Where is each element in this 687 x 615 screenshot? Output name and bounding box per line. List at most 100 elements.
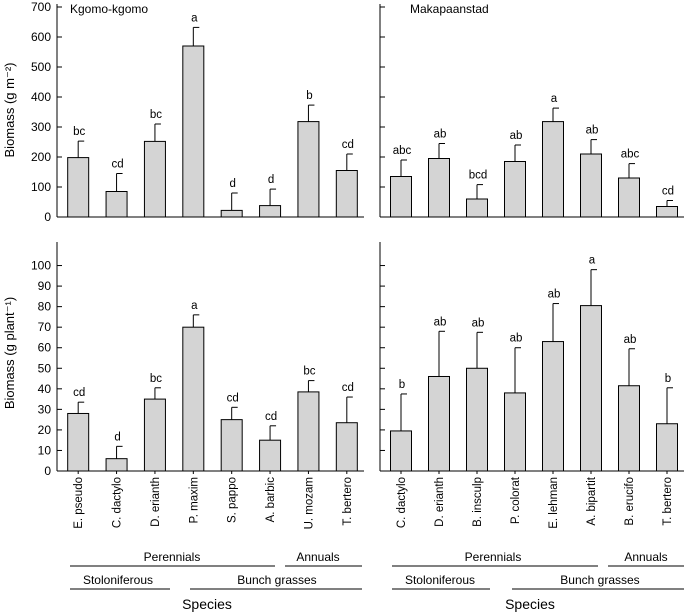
panel-2: 0 10 20 30 40 50 60 70 80 90 100 cd E. pseudo d C. dac… <box>31 242 364 529</box>
category-label: D. erianth <box>150 477 162 527</box>
bar <box>580 153 602 218</box>
bar <box>618 177 640 218</box>
significance-label: bc <box>150 109 162 121</box>
y-tick-label: 400 <box>31 90 51 104</box>
group-label-perennials-right: Perennials <box>465 550 522 564</box>
significance-label: ab <box>434 129 447 141</box>
category-label: U. mozam <box>303 477 315 529</box>
significance-label: ab <box>434 316 447 328</box>
group-label-stoloniferous-right: Stoloniferous <box>405 573 475 587</box>
bar <box>297 121 320 218</box>
bar <box>220 209 243 218</box>
y-tick-label: 300 <box>31 120 51 134</box>
bar <box>466 367 488 472</box>
significance-label: cd <box>342 139 354 151</box>
significance-label: ab <box>510 130 523 142</box>
category-label: B. insculp <box>472 477 484 527</box>
y-tick-label: 200 <box>31 150 51 164</box>
panel-1: abc ab bcd ab a ab abc cd <box>379 4 684 218</box>
bar <box>504 392 526 472</box>
bar <box>656 423 678 472</box>
y-tick-label: 10 <box>38 443 52 457</box>
category-label: P. maxim <box>188 477 200 523</box>
significance-label: ab <box>472 317 485 329</box>
bar <box>542 121 564 218</box>
category-label: A. barbic <box>265 477 277 523</box>
group-label-bunch-right: Bunch grasses <box>560 573 639 587</box>
category-label: T. bertero <box>662 477 674 526</box>
y-tick-label: 700 <box>31 0 51 14</box>
bar <box>390 430 412 472</box>
category-label: E. pseudo <box>73 477 85 529</box>
significance-label: bcd <box>469 170 488 182</box>
bar <box>466 198 488 218</box>
y-tick-label: 20 <box>38 423 52 437</box>
bar <box>618 385 640 472</box>
bar <box>542 341 564 472</box>
category-label: T. bertero <box>342 477 354 526</box>
y-tick-label: 50 <box>38 361 52 375</box>
significance-label: b <box>399 379 405 391</box>
significance-label: b <box>665 373 671 385</box>
y-tick-label: 40 <box>38 382 52 396</box>
group-label-bunch-left: Bunch grasses <box>237 573 316 587</box>
y-tick-label: 70 <box>38 320 52 334</box>
significance-label: a <box>191 12 198 24</box>
panel-title-kgomo: Kgomo-kgomo <box>70 2 148 16</box>
y-tick-label: 80 <box>38 300 52 314</box>
y-tick-label: 60 <box>38 341 52 355</box>
x-axis-label-right: Species <box>505 596 555 612</box>
significance-label: d <box>229 178 235 190</box>
significance-label: cd <box>111 159 123 171</box>
group-label-annuals-left: Annuals <box>296 550 339 564</box>
y-tick-label: 30 <box>38 402 52 416</box>
bar <box>259 205 282 218</box>
bar <box>105 191 128 218</box>
significance-label: ab <box>586 125 599 137</box>
panel-0: 0 100 200 300 400 500 600 700 bc cd bc a d d b cd <box>31 0 364 224</box>
y-tick-label: 100 <box>31 180 51 194</box>
significance-label: cd <box>342 382 354 394</box>
category-label: D. erianth <box>434 477 446 527</box>
significance-label: abc <box>393 145 412 157</box>
y-axis-label-bottom: Biomass (g plant⁻¹) <box>2 297 17 409</box>
y-tick-label: 0 <box>44 210 51 224</box>
bar <box>335 422 358 472</box>
x-axis-label-left: Species <box>182 596 232 612</box>
bar <box>143 140 166 218</box>
bar <box>335 170 358 218</box>
significance-label: a <box>551 93 558 105</box>
bar <box>390 176 412 218</box>
significance-label: b <box>306 90 312 102</box>
bar <box>580 305 602 472</box>
bar <box>105 458 128 472</box>
group-label-stoloniferous-left: Stoloniferous <box>83 573 153 587</box>
y-tick-label: 100 <box>31 259 51 273</box>
y-tick-label: 600 <box>31 30 51 44</box>
bar <box>428 158 450 218</box>
significance-label: bc <box>73 126 85 138</box>
group-label-annuals-right: Annuals <box>624 550 667 564</box>
panel-title-makapaanstad: Makapaanstad <box>410 2 489 16</box>
category-label: C. dactylo <box>396 477 408 528</box>
significance-label: abc <box>621 149 640 161</box>
significance-label: ab <box>510 333 523 345</box>
y-axis-label-top: Biomass (g m⁻²) <box>2 63 17 158</box>
significance-label: cd <box>662 186 674 198</box>
category-label: A. bipartit <box>586 476 598 525</box>
y-tick-label: 0 <box>44 464 51 478</box>
significance-label: ab <box>548 289 561 301</box>
y-tick-label: 500 <box>31 60 51 74</box>
significance-label: cd <box>73 387 85 399</box>
bar <box>297 391 320 472</box>
category-label: E. lehman <box>548 477 560 529</box>
bar <box>220 419 243 472</box>
bar <box>182 326 205 472</box>
significance-label: a <box>589 255 596 267</box>
significance-label: cd <box>227 392 239 404</box>
bar <box>67 157 90 218</box>
significance-label: ab <box>624 334 637 346</box>
category-label: B. erucifo <box>624 477 636 526</box>
